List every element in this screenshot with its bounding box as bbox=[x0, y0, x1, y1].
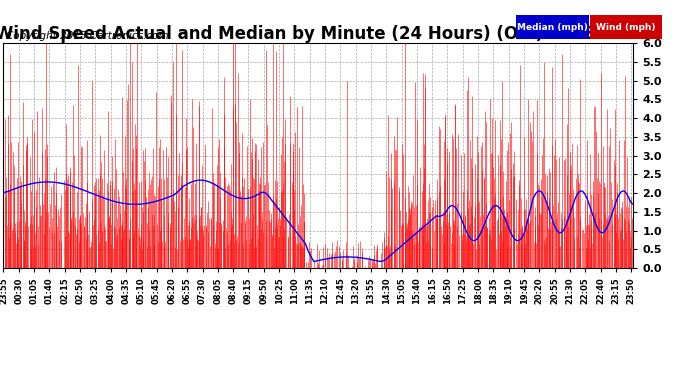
Title: Wind Speed Actual and Median by Minute (24 Hours) (Old) 20131224: Wind Speed Actual and Median by Minute (… bbox=[0, 25, 642, 43]
Text: Copyright 2013 Cartronics.com: Copyright 2013 Cartronics.com bbox=[6, 32, 168, 41]
Text: Wind (mph): Wind (mph) bbox=[596, 22, 656, 32]
Text: Median (mph): Median (mph) bbox=[517, 22, 588, 32]
